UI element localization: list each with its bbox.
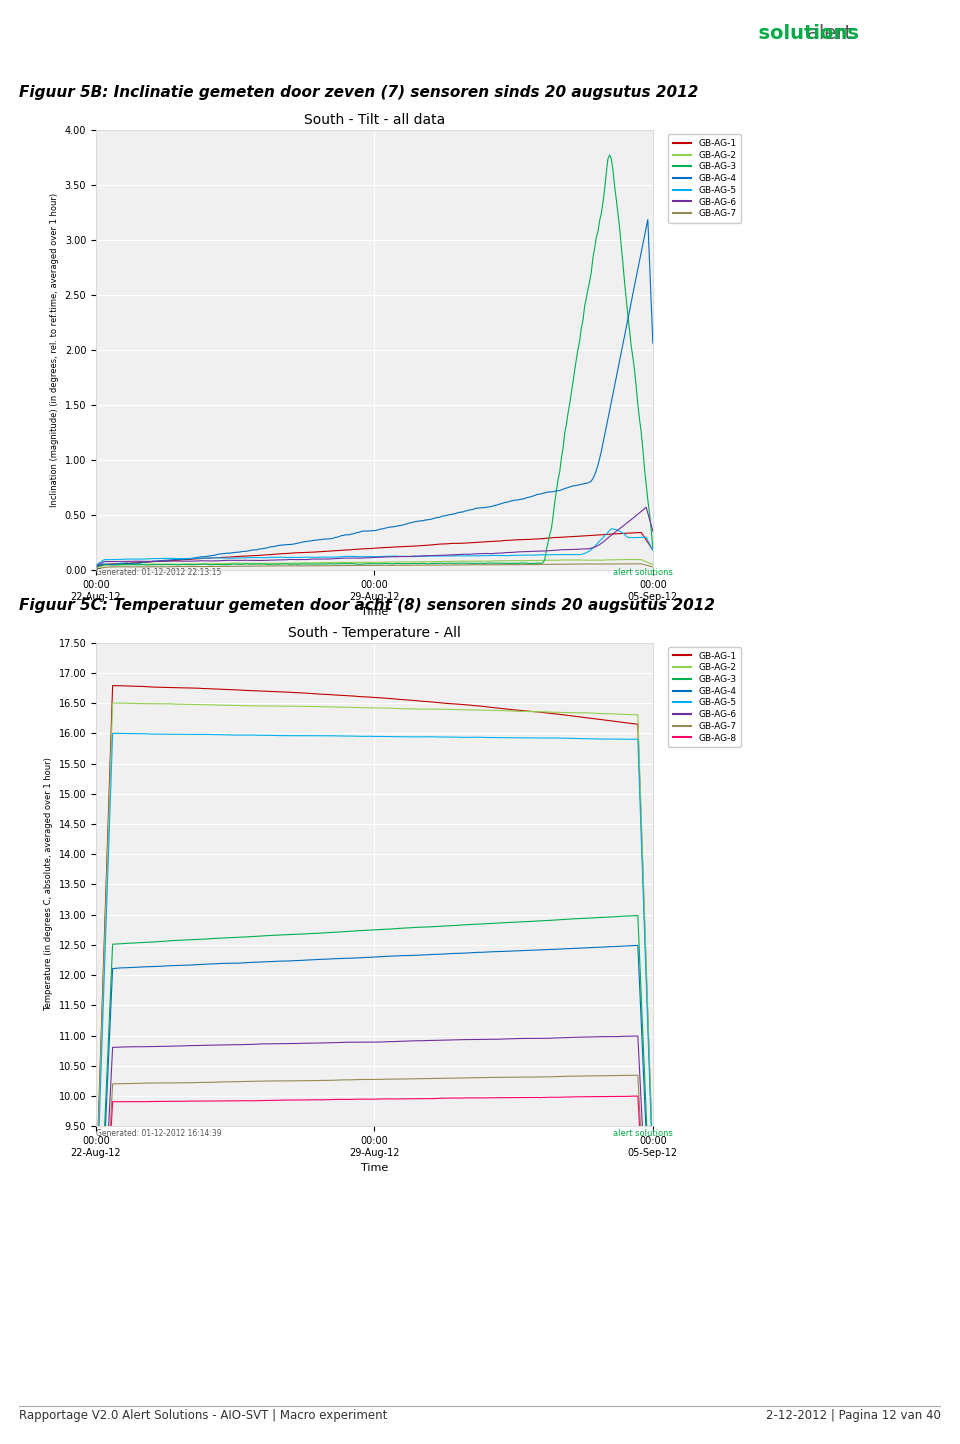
Text: Generated: 01-12-2012 22:13:15: Generated: 01-12-2012 22:13:15 [96, 567, 222, 576]
Title: South - Temperature - All: South - Temperature - All [288, 627, 461, 640]
Text: alert solutions: alert solutions [613, 567, 673, 576]
Y-axis label: Temperature (in degrees C, absolute, averaged over 1 hour): Temperature (in degrees C, absolute, ave… [44, 758, 53, 1011]
X-axis label: Time: Time [361, 1164, 388, 1173]
Text: alert: alert [807, 23, 858, 43]
Text: Rapportage V2.0 Alert Solutions - AIO-SVT | Macro experiment: Rapportage V2.0 Alert Solutions - AIO-SV… [19, 1409, 388, 1422]
Text: 2-12-2012 | Pagina 12 van 40: 2-12-2012 | Pagina 12 van 40 [766, 1409, 941, 1422]
Text: Figuur 5B: Inclinatie gemeten door zeven (7) sensoren sinds 20 augsutus 2012: Figuur 5B: Inclinatie gemeten door zeven… [19, 85, 699, 100]
Legend: GB-AG-1, GB-AG-2, GB-AG-3, GB-AG-4, GB-AG-5, GB-AG-6, GB-AG-7, GB-AG-8: GB-AG-1, GB-AG-2, GB-AG-3, GB-AG-4, GB-A… [668, 647, 741, 747]
X-axis label: Time: Time [361, 608, 388, 617]
Y-axis label: Inclination (magnitude) (in degrees, rel. to ref.time, averaged over 1 hour): Inclination (magnitude) (in degrees, rel… [50, 193, 60, 507]
Text: solutions: solutions [718, 23, 858, 43]
Title: South - Tilt - all data: South - Tilt - all data [303, 114, 445, 127]
Text: Figuur 5C: Temperatuur gemeten door acht (8) sensoren sinds 20 augsutus 2012: Figuur 5C: Temperatuur gemeten door acht… [19, 598, 715, 612]
Legend: GB-AG-1, GB-AG-2, GB-AG-3, GB-AG-4, GB-AG-5, GB-AG-6, GB-AG-7: GB-AG-1, GB-AG-2, GB-AG-3, GB-AG-4, GB-A… [668, 134, 741, 222]
Text: alert solutions: alert solutions [613, 1129, 673, 1138]
Text: Generated: 01-12-2012 16:14:39: Generated: 01-12-2012 16:14:39 [96, 1129, 222, 1138]
